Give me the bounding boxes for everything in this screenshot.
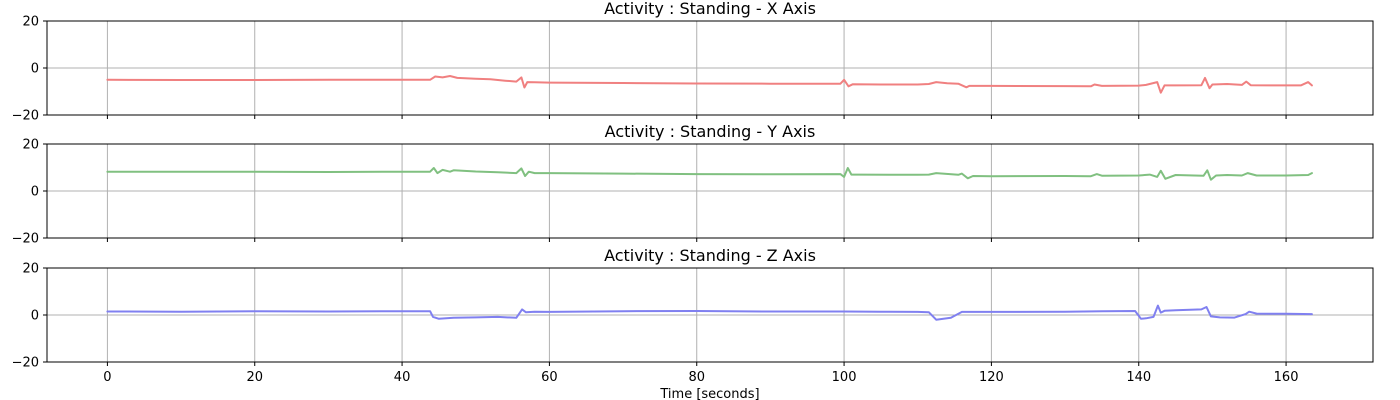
- x-tick-label: 0: [103, 370, 111, 385]
- y-tick-label: 20: [22, 262, 39, 277]
- x-tick-label: 100: [832, 370, 857, 385]
- x-tick-label: 40: [394, 370, 411, 385]
- y-tick-label: −20: [12, 232, 39, 247]
- x-tick-label: 140: [1126, 370, 1151, 385]
- series-line-x: [106, 75, 1313, 94]
- y-tick-label: 20: [22, 138, 39, 153]
- x-tick-label: 160: [1274, 370, 1299, 385]
- x-tick-label: 20: [246, 370, 263, 385]
- y-tick-label: −20: [12, 356, 39, 371]
- y-tick-label: 0: [31, 185, 39, 200]
- y-tick-label: 0: [31, 309, 39, 324]
- y-tick-label: 0: [31, 62, 39, 77]
- x-tick-label: 60: [541, 370, 558, 385]
- y-tick-label: 20: [22, 15, 39, 30]
- x-axis-label: Time [seconds]: [659, 387, 759, 400]
- panel-title-x: Activity : Standing - X Axis: [604, 0, 816, 18]
- series-line-z: [106, 304, 1313, 321]
- panel-y-axis: −20 0 20 Activity : Standing - Y Axis: [12, 122, 1374, 247]
- series-line-y: [106, 167, 1313, 181]
- panel-title-y: Activity : Standing - Y Axis: [605, 122, 816, 141]
- panel-title-z: Activity : Standing - Z Axis: [604, 246, 816, 265]
- panel-z-axis: −20 0 20 0 20 40 60 80 100 120 140 160 Activity : St…: [12, 246, 1374, 385]
- panel-x-axis: −20 0 20 Activity : Standing - X Axis: [12, 0, 1374, 124]
- x-tick-label: 120: [979, 370, 1004, 385]
- x-tick-label: 80: [688, 370, 705, 385]
- y-tick-label: −20: [12, 109, 39, 124]
